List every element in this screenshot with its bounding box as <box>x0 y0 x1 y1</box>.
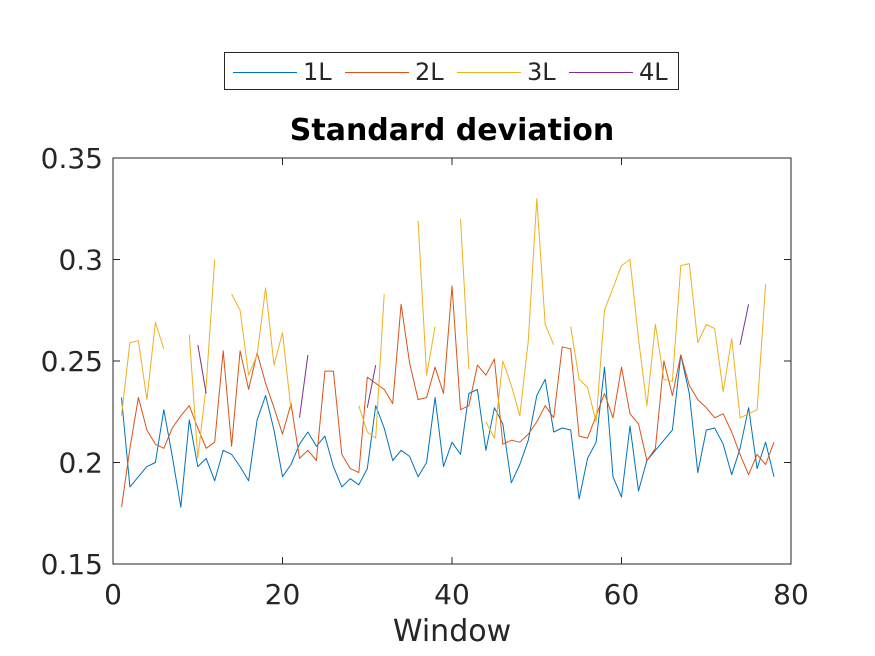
legend-swatch <box>233 71 297 73</box>
legend-item-1l: 1L <box>233 53 332 91</box>
y-tick-label: 0.3 <box>58 244 103 277</box>
axes-box <box>112 157 792 565</box>
x-tick-label: 40 <box>434 578 470 611</box>
legend-label: 2L <box>415 58 444 86</box>
series-line-3l <box>358 293 385 439</box>
legend-item-4l: 4L <box>569 53 668 91</box>
legend-label: 3L <box>527 58 556 86</box>
series-line-2l <box>121 285 775 508</box>
y-tick-label: 0.25 <box>41 345 103 378</box>
series-2l <box>121 285 775 508</box>
x-tick-label: 0 <box>104 578 122 611</box>
series-line-1l <box>121 354 775 508</box>
legend-swatch <box>457 71 521 73</box>
y-tick-label: 0.35 <box>41 142 103 175</box>
legend-swatch <box>345 71 409 73</box>
chart-title: Standard deviation <box>289 113 615 148</box>
ticks-layer: 0 20 40 60 80 0.15 0.2 0.25 0.3 0.35 <box>41 142 809 611</box>
series-3l <box>121 198 767 459</box>
series-line-3l <box>485 198 555 439</box>
series-line-4l <box>299 354 309 418</box>
x-tick-label: 80 <box>773 578 809 611</box>
series-line-3l <box>460 218 470 370</box>
series-line-3l <box>231 287 292 410</box>
y-tick-label: 0.15 <box>41 548 103 581</box>
legend-item-3l: 3L <box>457 53 556 91</box>
legend-swatch <box>569 71 633 73</box>
legend-label: 4L <box>639 58 668 86</box>
series-4l <box>197 304 750 418</box>
x-tick-label: 60 <box>604 578 640 611</box>
series-line-3l <box>570 259 767 423</box>
series-line-4l <box>366 365 377 408</box>
series-line-3l <box>188 259 216 459</box>
y-tick-label: 0.2 <box>58 447 103 480</box>
series-line-3l <box>121 321 165 416</box>
series-layer <box>121 198 775 508</box>
series-line-4l <box>197 344 207 394</box>
x-tick-label: 20 <box>265 578 301 611</box>
legend-item-2l: 2L <box>345 53 444 91</box>
legend: 1L 2L 3L 4L <box>224 52 679 90</box>
legend-label: 1L <box>303 58 332 86</box>
series-line-4l <box>739 304 750 345</box>
series-1l <box>121 354 775 508</box>
series-line-3l <box>417 220 436 376</box>
x-axis-label: Window <box>392 614 512 649</box>
